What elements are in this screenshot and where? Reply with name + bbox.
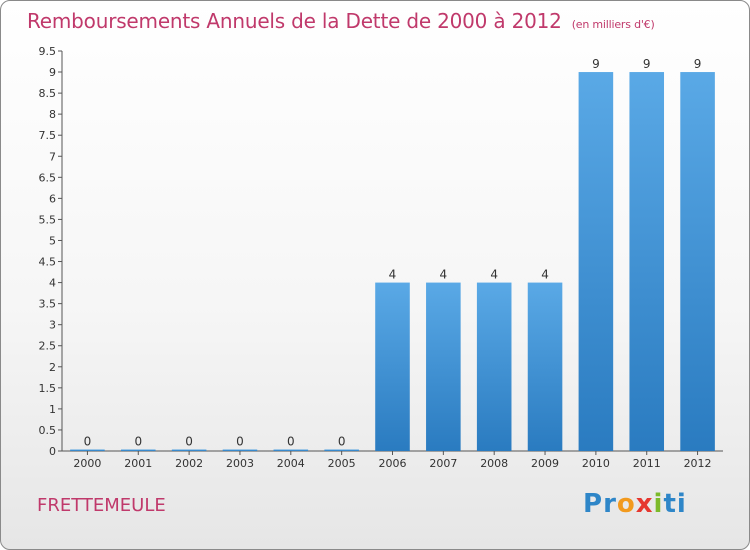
y-tick-label: 3.5	[39, 298, 57, 311]
y-tick-label: 2.5	[39, 340, 57, 353]
bar[interactable]	[120, 449, 156, 452]
bar-value-label: 0	[185, 435, 193, 449]
bar[interactable]	[273, 449, 309, 452]
logo-letter: i	[653, 489, 664, 519]
y-tick-label: 7.5	[39, 129, 57, 142]
bar-value-label: 9	[592, 57, 600, 71]
y-tick-label: 5.5	[39, 213, 57, 226]
y-tick-label: 9.5	[39, 45, 57, 58]
x-tick-label: 2002	[175, 457, 203, 470]
x-tick-label: 2000	[73, 457, 101, 470]
logo-letter: o	[616, 489, 636, 519]
y-tick-label: 0.5	[39, 424, 57, 437]
chart-title: Remboursements Annuels de la Dette de 20…	[27, 9, 655, 33]
x-tick-label: 2001	[124, 457, 152, 470]
y-tick-label: 1.5	[39, 382, 57, 395]
bar-value-label: 0	[134, 435, 142, 449]
y-tick-label: 2	[49, 361, 56, 374]
x-tick-label: 2012	[684, 457, 712, 470]
y-tick-label: 5	[49, 234, 56, 247]
y-tick-label: 1	[49, 403, 56, 416]
y-tick-label: 6.5	[39, 171, 57, 184]
y-tick-label: 0	[49, 445, 56, 458]
bar-value-label: 9	[643, 57, 651, 71]
bar[interactable]	[171, 449, 207, 452]
x-tick-label: 2007	[429, 457, 457, 470]
bar[interactable]	[527, 282, 563, 451]
logo-letter: r	[603, 489, 617, 519]
bar-value-label: 9	[694, 57, 702, 71]
y-tick-label: 8	[49, 108, 56, 121]
bar-layer: 0 0 0 0 0 0 4 4 4 4 9 9 9	[70, 57, 715, 451]
proxiti-logo[interactable]: Proxiti	[583, 489, 687, 519]
y-tick-label: 3	[49, 319, 56, 332]
y-tick-label: 7	[49, 150, 56, 163]
axis-layer: 0 0.5 1 1.5 2 2.5 3 3.5 4 4.5 5 5.5 6 6.5 7 7.5 8 8.5 9 9.5…	[39, 45, 723, 470]
logo-letter: ti	[663, 489, 687, 519]
bar[interactable]	[324, 449, 359, 452]
chart-subtitle: (en milliers d'€)	[571, 18, 655, 31]
bar[interactable]	[375, 282, 410, 451]
bar-value-label: 0	[287, 435, 295, 449]
x-tick-label: 2004	[277, 457, 305, 470]
y-tick-label: 4.5	[39, 256, 57, 269]
bar[interactable]	[426, 282, 461, 451]
y-tick-label: 4	[49, 277, 56, 290]
x-tick-label: 2009	[531, 457, 559, 470]
x-tick-label: 2003	[226, 457, 254, 470]
chart-title-text: Remboursements Annuels de la Dette de 20…	[27, 9, 562, 33]
y-tick-label: 6	[49, 192, 56, 205]
bar-value-label: 0	[84, 435, 92, 449]
bar[interactable]	[629, 72, 665, 451]
logo-letter: x	[635, 489, 654, 519]
x-tick-label: 2010	[582, 457, 610, 470]
commune-name: FRETTEMEULE	[37, 495, 166, 516]
y-tick-label: 8.5	[39, 87, 57, 100]
x-tick-label: 2006	[379, 457, 407, 470]
bar-value-label: 0	[338, 435, 346, 449]
logo-letter: P	[583, 489, 604, 519]
bar-value-label: 4	[541, 268, 549, 282]
bar[interactable]	[680, 72, 715, 451]
y-tick-label: 9	[49, 66, 56, 79]
bar[interactable]	[578, 72, 614, 451]
bar-value-label: 4	[389, 268, 397, 282]
bar-value-label: 4	[490, 268, 498, 282]
x-tick-label: 2008	[480, 457, 508, 470]
bar[interactable]	[70, 449, 105, 452]
x-tick-label: 2005	[328, 457, 356, 470]
x-tick-label: 2011	[633, 457, 661, 470]
bar-value-label: 0	[236, 435, 244, 449]
bar[interactable]	[222, 449, 258, 452]
bar[interactable]	[476, 282, 512, 451]
bar-value-label: 4	[440, 268, 448, 282]
